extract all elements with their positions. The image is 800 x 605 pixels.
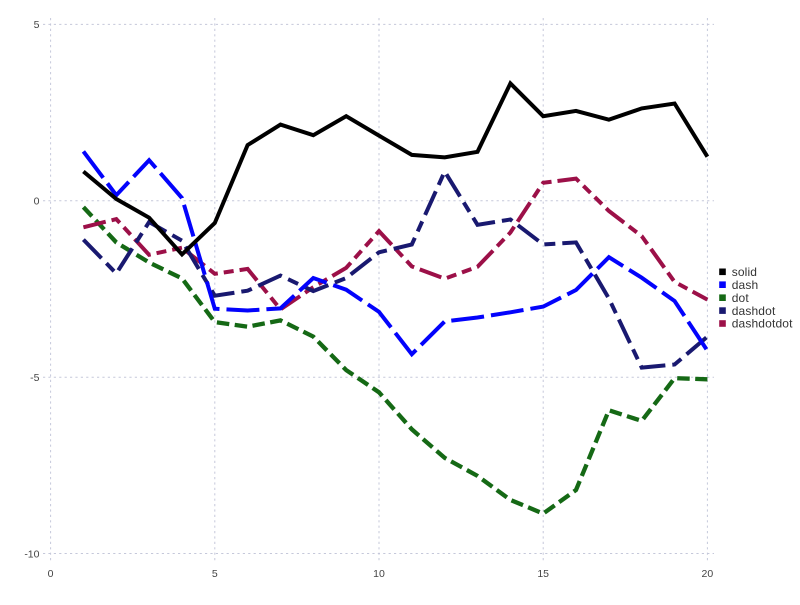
svg-text:0: 0 [48,568,54,580]
svg-text:dot: dot [732,291,750,305]
svg-text:dashdot: dashdot [732,304,776,318]
svg-text:20: 20 [702,568,714,580]
svg-text:10: 10 [373,568,385,580]
svg-text:5: 5 [34,19,40,31]
svg-text:dashdotdot: dashdotdot [732,317,793,331]
svg-text:solid: solid [732,265,757,279]
svg-text:dash: dash [732,278,759,292]
svg-text:0: 0 [34,196,40,208]
svg-text:5: 5 [212,568,218,580]
svg-text:-10: -10 [24,548,39,560]
svg-text:-5: -5 [30,372,39,384]
svg-text:15: 15 [537,568,549,580]
